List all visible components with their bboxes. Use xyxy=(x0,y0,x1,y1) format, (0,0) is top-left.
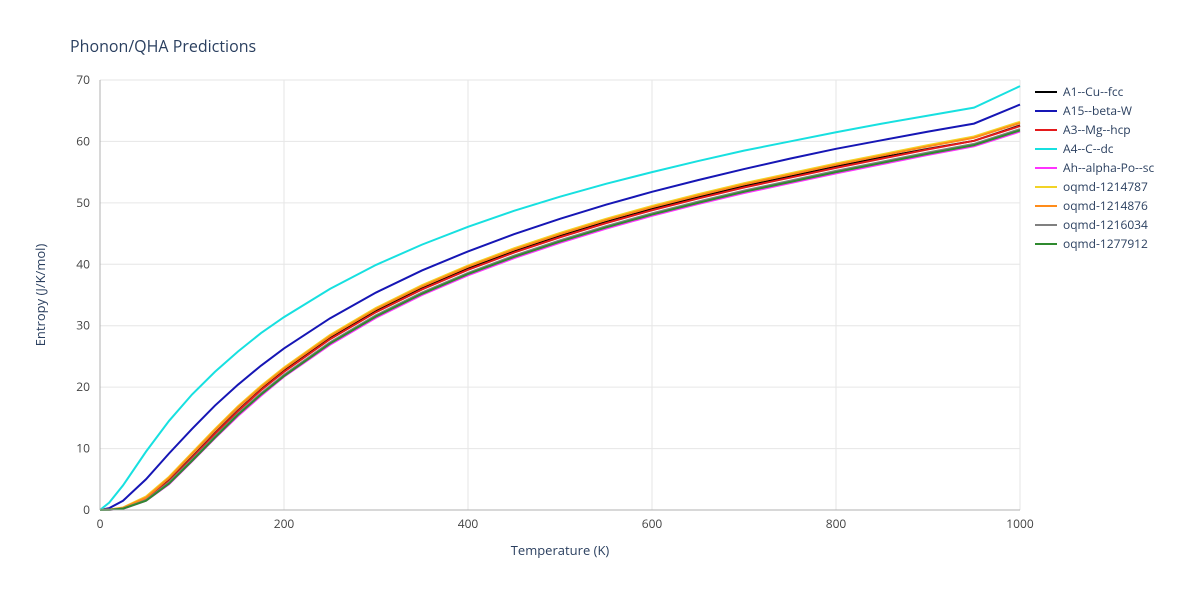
legend-item[interactable]: A1--Cu--fcc xyxy=(1035,82,1154,101)
chart-title: Phonon/QHA Predictions xyxy=(70,35,256,57)
legend-swatch xyxy=(1035,129,1057,131)
y-tick-label: 40 xyxy=(76,255,90,272)
y-tick-label: 70 xyxy=(76,71,90,88)
y-tick-label: 50 xyxy=(76,194,90,211)
x-tick-label: 200 xyxy=(274,515,295,532)
plot-area[interactable]: 02004006008001000010203040506070Temperat… xyxy=(100,80,1020,570)
legend-swatch xyxy=(1035,110,1057,112)
legend-label: oqmd-1214876 xyxy=(1063,197,1148,214)
y-tick-label: 20 xyxy=(76,378,90,395)
legend-label: A4--C--dc xyxy=(1063,140,1114,157)
legend-swatch xyxy=(1035,243,1057,245)
x-axis-label: Temperature (K) xyxy=(511,541,610,559)
legend-swatch xyxy=(1035,167,1057,169)
legend: A1--Cu--fcc A15--beta-W A3--Mg--hcp A4--C--… xyxy=(1035,82,1154,253)
x-tick-label: 1000 xyxy=(1006,515,1034,532)
legend-label: A1--Cu--fcc xyxy=(1063,83,1123,100)
legend-label: oqmd-1277912 xyxy=(1063,235,1148,252)
x-tick-label: 600 xyxy=(642,515,663,532)
legend-item[interactable]: Ah--alpha-Po--sc xyxy=(1035,158,1154,177)
y-tick-label: 60 xyxy=(76,132,90,149)
legend-label: A15--beta-W xyxy=(1063,102,1132,119)
legend-item[interactable]: A4--C--dc xyxy=(1035,139,1154,158)
legend-item[interactable]: A15--beta-W xyxy=(1035,101,1154,120)
legend-item[interactable]: oqmd-1214876 xyxy=(1035,196,1154,215)
y-tick-label: 10 xyxy=(76,440,90,457)
chart-container: Phonon/QHA Predictions 02004006008001000… xyxy=(0,0,1200,600)
x-tick-label: 0 xyxy=(97,515,104,532)
x-tick-label: 800 xyxy=(826,515,847,532)
legend-item[interactable]: oqmd-1216034 xyxy=(1035,215,1154,234)
legend-label: oqmd-1214787 xyxy=(1063,178,1148,195)
y-axis-label: Entropy (J/K/mol) xyxy=(31,244,49,347)
plot-background xyxy=(100,80,1020,510)
legend-swatch xyxy=(1035,91,1057,93)
legend-label: Ah--alpha-Po--sc xyxy=(1063,159,1154,176)
legend-label: oqmd-1216034 xyxy=(1063,216,1148,233)
y-tick-label: 30 xyxy=(76,317,90,334)
legend-swatch xyxy=(1035,186,1057,188)
legend-item[interactable]: oqmd-1214787 xyxy=(1035,177,1154,196)
legend-swatch xyxy=(1035,148,1057,150)
x-tick-label: 400 xyxy=(458,515,479,532)
legend-swatch xyxy=(1035,205,1057,207)
legend-swatch xyxy=(1035,224,1057,226)
legend-label: A3--Mg--hcp xyxy=(1063,121,1131,138)
legend-item[interactable]: A3--Mg--hcp xyxy=(1035,120,1154,139)
legend-item[interactable]: oqmd-1277912 xyxy=(1035,234,1154,253)
y-tick-label: 0 xyxy=(83,501,90,518)
